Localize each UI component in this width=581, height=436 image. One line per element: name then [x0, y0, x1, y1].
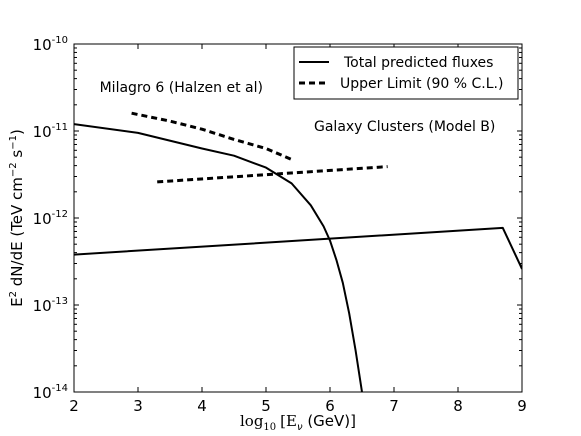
y-tick-label: 10-12: [33, 209, 68, 228]
x-axis-title-var: [E: [280, 412, 297, 430]
predicted-flux-line-1: [74, 226, 522, 270]
y-title-e: E: [8, 297, 26, 306]
y-title-mid: dN/dE (TeV cm: [8, 177, 26, 291]
y-tick-label: 10-14: [33, 383, 68, 402]
y-title-end: ): [8, 129, 26, 135]
x-tick-label: 6: [325, 397, 335, 415]
y-axis-title: E2 dN/dE (TeV cm−2 s−1): [8, 129, 26, 307]
y-title-e-sup: 2: [8, 291, 19, 297]
annotations-layer: Milagro 6 (Halzen et al) Galaxy Clusters…: [100, 80, 496, 135]
annotation-galaxy-clusters: Galaxy Clusters (Model B): [314, 119, 495, 135]
x-tick-label: 2: [69, 397, 79, 415]
legend-box: [293, 46, 519, 100]
upper-limit-line-3: [157, 165, 388, 184]
y-tick-label: 10-11: [33, 122, 68, 141]
y-title-cm-sup: −2: [8, 162, 19, 177]
plot-frame: [73, 43, 523, 393]
x-tick-label: 8: [453, 397, 463, 415]
x-tick-label: 3: [133, 397, 143, 415]
y-tick-label: 10-13: [33, 296, 68, 315]
annotation-milagro: Milagro 6 (Halzen et al): [100, 80, 263, 96]
x-tick-label: 7: [389, 397, 399, 415]
legend-label-upper-limit: Upper Limit (90 % C.L.): [340, 76, 503, 92]
upper-limit-line-2: [131, 111, 293, 161]
series-layer: [74, 111, 522, 392]
y-title-s: s: [8, 150, 26, 163]
x-axis-title-log-sub: 10: [263, 422, 276, 433]
y-tick-label: 10-10: [33, 35, 68, 54]
x-axis-title-log: log: [240, 412, 264, 430]
x-tick-label: 4: [197, 397, 207, 415]
x-axis-title: log10 [Eν (GeV)]: [240, 412, 356, 433]
x-tick-label: 5: [261, 397, 271, 415]
legend-label-total: Total predicted fluxes: [343, 55, 493, 71]
ticks-layer: 2 3 4 5 6 7 8 9 10-10 10-11 10-12 10-13 10-14: [33, 35, 527, 415]
x-axis-title-var-sub: ν: [297, 422, 303, 433]
x-axis-title-rest: (GeV)]: [303, 412, 356, 430]
x-tick-label: 9: [517, 397, 527, 415]
y-title-s-sup: −1: [8, 135, 19, 150]
predicted-flux-line-0: [74, 123, 363, 392]
legend: Total predicted fluxes Upper Limit (90 %…: [293, 46, 519, 100]
